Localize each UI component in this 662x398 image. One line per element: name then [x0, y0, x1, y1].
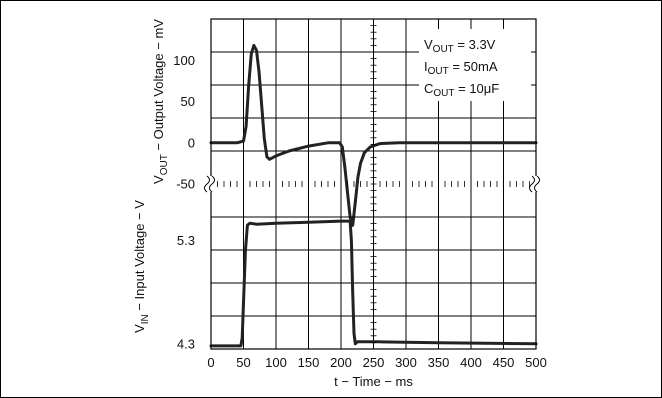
- x-tick-label: 350: [428, 355, 450, 370]
- axis-break-symbol: [204, 175, 210, 193]
- annotation-background: [419, 29, 531, 101]
- x-tick-label: 500: [525, 355, 547, 370]
- x-tick-label: 50: [236, 355, 250, 370]
- y-tick-label-vout: -50: [176, 177, 195, 192]
- annotation-i-out: IOUT = 50mA: [424, 59, 498, 77]
- y-axis-label-vin: VIN − Input Voltage − V: [132, 200, 151, 333]
- x-tick-label: 150: [298, 355, 320, 370]
- x-tick-label: 200: [330, 355, 352, 370]
- x-tick-label: 250: [363, 355, 385, 370]
- axis-break-symbol: [209, 175, 215, 193]
- series-line-vin: [209, 219, 538, 348]
- x-tick-label: 400: [460, 355, 482, 370]
- x-axis-label: t − Time − ms: [334, 374, 413, 389]
- x-tick-label: 0: [207, 355, 214, 370]
- series-line-vout: [209, 43, 538, 227]
- y-axis-label-vout: VOUT − Output Voltage − mV: [151, 19, 170, 184]
- y-tick-label-vin: 4.3: [177, 336, 195, 351]
- annotation-c-out: COUT = 10μF: [424, 81, 499, 99]
- x-tick-label: 100: [265, 355, 287, 370]
- x-tick-label: 300: [395, 355, 417, 370]
- y-tick-label-vin: 5.3: [177, 233, 195, 248]
- y-tick-label-vout: 0: [188, 135, 195, 150]
- y-tick-label-vout: 50: [181, 94, 195, 109]
- axis-break-symbol: [529, 175, 535, 193]
- annotation-v-out: VOUT = 3.3V: [424, 37, 496, 55]
- x-tick-label: 450: [493, 355, 515, 370]
- y-tick-label-vout: 100: [173, 53, 195, 68]
- axis-break-symbol: [534, 175, 540, 193]
